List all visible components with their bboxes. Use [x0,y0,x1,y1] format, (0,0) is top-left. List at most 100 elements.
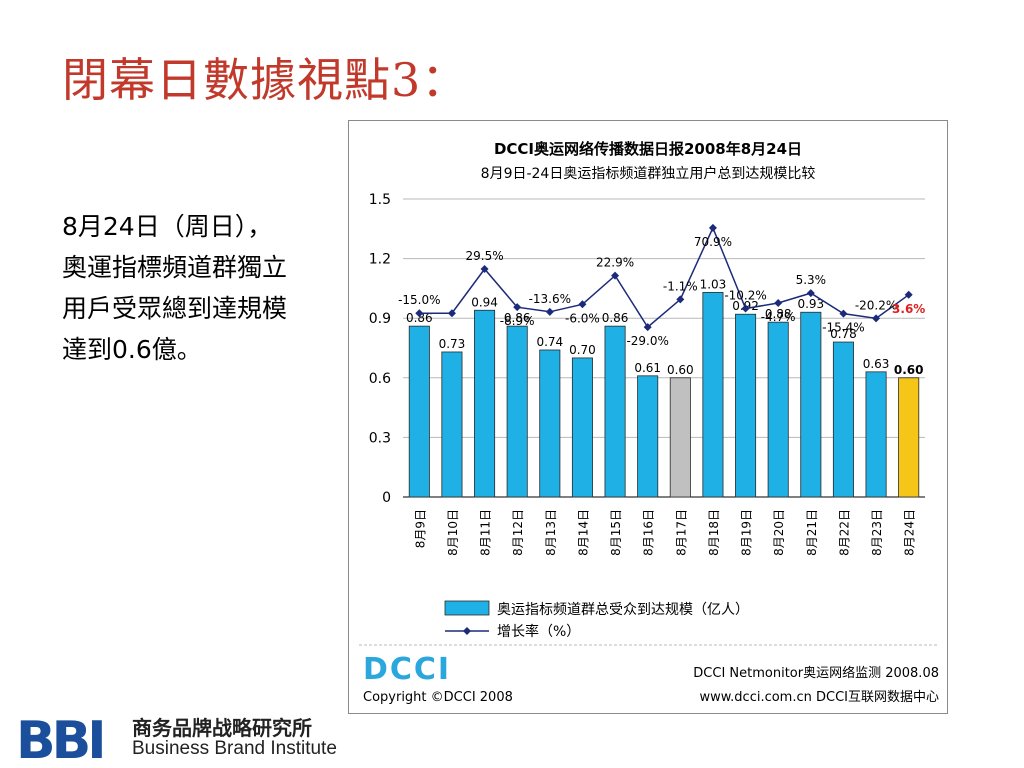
x-tick-label: 8月14日 [576,509,590,556]
growth-value-label: -29.0% [626,334,668,348]
x-tick-label: 8月23日 [870,509,884,556]
x-tick-label: 8月11日 [479,509,493,556]
bar-value-label: 0.60 [894,363,924,377]
bar-value-label: 0.63 [863,357,890,371]
y-tick-label: 0.3 [369,430,391,446]
bar [832,341,854,498]
growth-point [676,295,685,304]
growth-point [545,307,554,316]
growth-value-label: -20.2% [855,298,897,312]
footer-line1: DCCI Netmonitor奥运网络监测 2008.08 [693,665,939,681]
bar [571,357,593,498]
bar-value-label: 0.60 [667,363,694,377]
bar [669,377,691,498]
bar [800,311,822,498]
x-tick-label: 8月24日 [903,509,917,556]
y-tick-label: 0.9 [369,311,391,327]
growth-value-label: -15.4% [822,321,864,335]
y-tick-label: 1.5 [369,192,391,208]
footer-copyright: Copyright ©DCCI 2008 [363,690,513,705]
x-tick-label: 8月12日 [511,509,525,556]
bar [408,325,430,498]
chart-title: DCCI奥运网络传播数据日报2008年8月24日 [494,140,802,158]
x-tick-label: 8月16日 [642,509,656,556]
growth-value-label: 3.6% [892,302,925,316]
bar-value-label: 0.74 [536,335,563,349]
growth-value-label: 29.5% [466,249,504,263]
chart: DCCI奥运网络传播数据日报2008年8月24日 8月9日-24日奥运指标频道群独… [359,140,939,705]
legend-line-marker [463,627,471,635]
bar-value-label: 0.93 [797,297,824,311]
legend-bar-swatch [444,600,490,616]
x-tick-label: 8月22日 [837,509,851,556]
bar [865,371,887,498]
bar [441,351,463,498]
bar-value-label: 0.78 [830,327,857,341]
bar-value-label: 0.94 [471,295,498,309]
bar [735,313,757,498]
slide-body-text: 8月24日（周日），奧運指標頻道群獨立用戶受眾總到達規模達到0.6億。 [62,212,288,364]
growth-value-label: 70.9% [694,235,732,249]
bar [898,377,920,498]
growth-value-label: 5.3% [796,273,827,287]
growth-value-label: 22.9% [596,256,634,270]
bar-value-label: 0.86 [602,311,629,325]
legend-bar-label: 奥运指标频道群总受众到达规模（亿人） [497,601,749,618]
growth-value-label: -6.0% [565,311,600,325]
bbi-logo-mark: BBI [16,711,103,762]
x-tick-label: 8月21日 [805,509,819,556]
growth-point [578,300,587,309]
growth-point [741,304,750,313]
growth-point [513,303,522,312]
logo-name-en: Business Brand Institute [132,738,337,759]
growth-value-label: -8.9% [500,314,535,328]
growth-point [611,271,620,280]
growth-value-label: -1.1% [663,279,698,293]
bar-value-label: 0.86 [504,311,531,325]
y-tick-label: 1.2 [369,252,391,268]
growth-value-label: -13.6% [529,292,571,306]
growth-value-label: -4.7% [761,310,796,324]
chart-frame: DCCI奥运网络传播数据日报2008年8月24日 8月9日-24日奥运指标频道群独… [348,120,948,714]
bar-value-label: 0.61 [634,361,661,375]
bbi-logo-icon: BBI [16,711,107,762]
x-tick-label: 8月18日 [707,509,721,556]
x-tick-label: 8月15日 [609,509,623,556]
bar [702,291,724,498]
slide-title: 閉幕日數據視點3： [62,53,469,107]
growth-point [480,265,489,274]
x-tick-label: 8月9日 [413,509,427,548]
growth-value-label: -15.0% [398,293,440,307]
bar-value-label: 0.86 [406,311,433,325]
growth-point [643,323,652,332]
bar [604,325,626,498]
y-tick-label: 0.6 [369,371,391,387]
growth-point [839,309,848,318]
bar [506,325,528,498]
y-tick-label: 0 [382,490,391,506]
bar [474,309,496,498]
bar-value-label: 0.88 [765,307,792,321]
logo-name-cn: 商务品牌战略研究所 [132,716,312,740]
growth-point [708,223,717,232]
dcci-brand: DCCI [363,652,451,687]
bar-value-label: 0.73 [439,337,466,351]
bar [637,375,659,498]
x-tick-label: 8月10日 [446,509,460,556]
growth-point [774,299,783,308]
x-tick-label: 8月19日 [740,509,754,556]
growth-point [415,309,424,318]
growth-point [447,309,456,318]
bar [767,321,789,498]
growth-point [806,289,815,298]
x-tick-label: 8月17日 [674,509,688,556]
growth-point [904,290,913,299]
growth-point [872,314,881,323]
bar-value-label: 0.70 [569,343,596,357]
chart-subtitle: 8月9日-24日奥运指标频道群独立用户总到达规模比较 [481,165,816,182]
legend-line-label: 增长率（%） [497,623,580,640]
x-tick-label: 8月20日 [772,509,786,556]
bar [539,349,561,498]
footer-site: www.dcci.com.cn DCCI互联网数据中心 [699,690,939,705]
x-tick-label: 8月13日 [544,509,558,556]
